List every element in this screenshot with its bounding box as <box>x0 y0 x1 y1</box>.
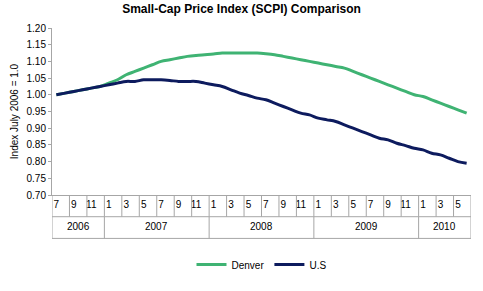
svg-text:Small-Cap Price Index (SCPI) C: Small-Cap Price Index (SCPI) Comparison <box>122 2 361 16</box>
svg-text:9: 9 <box>281 199 287 210</box>
svg-text:0.75: 0.75 <box>27 173 47 184</box>
svg-text:3: 3 <box>438 199 444 210</box>
svg-text:7: 7 <box>54 199 60 210</box>
svg-text:7: 7 <box>263 199 269 210</box>
svg-text:11: 11 <box>296 199 307 210</box>
svg-text:2007: 2007 <box>145 221 168 232</box>
svg-text:5: 5 <box>141 199 147 210</box>
svg-text:9: 9 <box>385 199 391 210</box>
svg-text:1: 1 <box>211 199 217 210</box>
svg-text:Index July 2006 = 1.0: Index July 2006 = 1.0 <box>9 63 20 159</box>
svg-text:9: 9 <box>176 199 182 210</box>
svg-text:1.05: 1.05 <box>27 73 47 84</box>
svg-text:1: 1 <box>315 199 321 210</box>
svg-text:0.90: 0.90 <box>27 123 47 134</box>
svg-text:3: 3 <box>333 199 339 210</box>
svg-text:5: 5 <box>455 199 461 210</box>
svg-text:2010: 2010 <box>433 221 456 232</box>
svg-text:7: 7 <box>368 199 374 210</box>
svg-text:11: 11 <box>86 199 97 210</box>
svg-text:9: 9 <box>71 199 77 210</box>
svg-text:Denver: Denver <box>232 260 265 271</box>
svg-text:0.80: 0.80 <box>27 156 47 167</box>
svg-text:1.15: 1.15 <box>27 39 47 50</box>
svg-text:2009: 2009 <box>355 221 378 232</box>
svg-text:5: 5 <box>350 199 356 210</box>
svg-text:3: 3 <box>228 199 234 210</box>
svg-text:1.20: 1.20 <box>27 23 47 34</box>
svg-text:0.70: 0.70 <box>27 190 47 201</box>
svg-text:5: 5 <box>246 199 252 210</box>
svg-text:1.00: 1.00 <box>27 89 47 100</box>
svg-text:0.85: 0.85 <box>27 139 47 150</box>
svg-text:1: 1 <box>106 199 112 210</box>
svg-text:2008: 2008 <box>250 221 273 232</box>
svg-text:0.95: 0.95 <box>27 106 47 117</box>
svg-text:11: 11 <box>191 199 202 210</box>
svg-text:1.10: 1.10 <box>27 56 47 67</box>
svg-text:11: 11 <box>400 199 411 210</box>
svg-text:3: 3 <box>123 199 129 210</box>
svg-text:7: 7 <box>158 199 164 210</box>
svg-text:1: 1 <box>420 199 426 210</box>
svg-text:U.S: U.S <box>309 260 326 271</box>
svg-text:2006: 2006 <box>67 221 90 232</box>
